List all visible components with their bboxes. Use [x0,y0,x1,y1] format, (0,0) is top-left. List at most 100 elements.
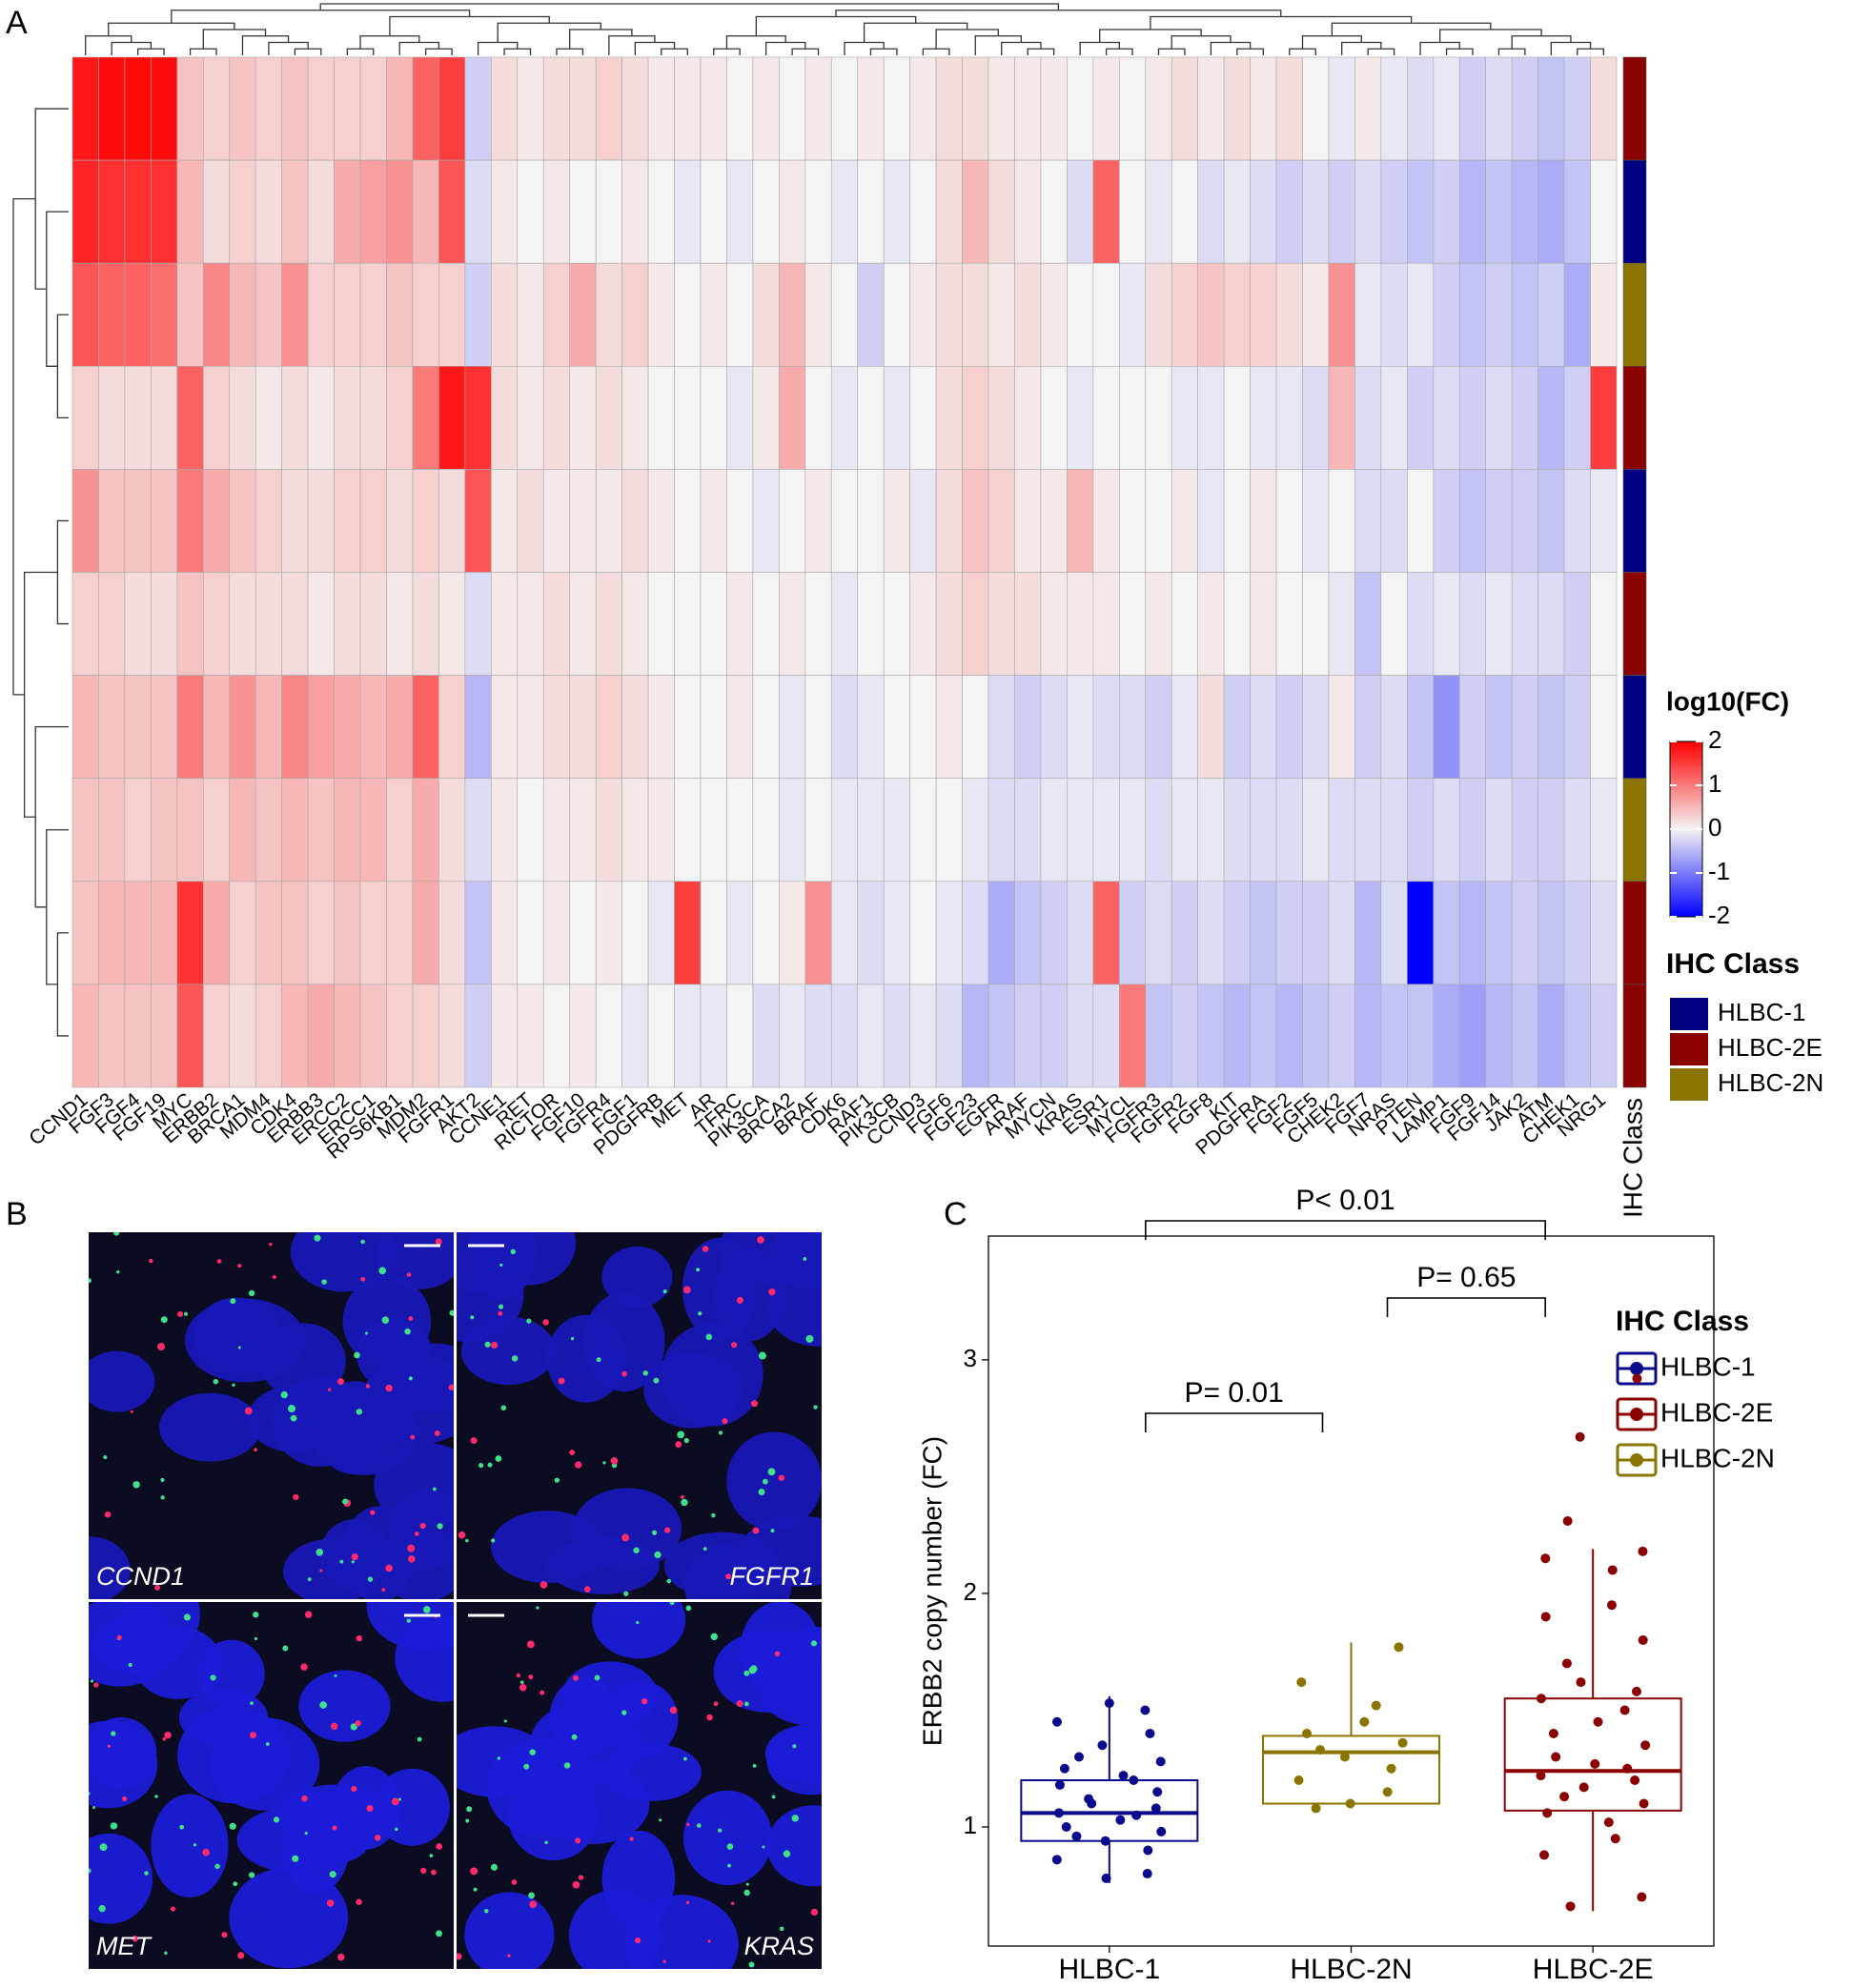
signal [356,1898,362,1906]
class-cell [1622,159,1647,264]
dendrogram [835,10,1059,17]
point [1638,1634,1648,1645]
heatmap-cell [1275,262,1303,367]
dendrogram [1236,48,1251,55]
heatmap-cell [752,159,780,264]
signal [406,1272,412,1277]
heatmap-cell [1040,262,1068,367]
heatmap-cell [1092,56,1120,161]
heatmap-cell [71,675,99,779]
signal [498,1310,503,1316]
signal [449,1309,454,1316]
heatmap-cell [229,56,256,161]
signal [327,1388,332,1391]
nucleus [602,1743,702,1801]
heatmap-cell [176,469,204,573]
heatmap-cell [464,778,492,882]
point [1054,1779,1065,1790]
signal [725,1573,732,1580]
heatmap-cell [1223,56,1251,161]
signal [745,1882,749,1886]
heatmap-cell [779,984,806,1088]
heatmap-cell [1563,262,1591,367]
heatmap-cell [202,56,231,161]
heatmap-cell [255,572,282,676]
point [1115,1815,1126,1825]
dendrogram [726,48,741,55]
heatmap-cell [255,56,282,161]
signal [500,1405,507,1411]
class-label: IHC Class [1618,1098,1647,1218]
signal [682,1756,687,1761]
dendrogram [756,35,786,43]
heatmap-cell [752,778,780,882]
heatmap-cell [386,572,414,676]
nucleus [89,1350,155,1412]
dendrogram [497,22,550,43]
signal [778,1474,785,1481]
heatmap-cell [1223,881,1251,985]
signal [319,1701,327,1709]
heatmap-cell [1380,984,1408,1088]
heatmap-cell [1433,778,1460,882]
signal [636,1620,640,1625]
signal [743,1889,750,1897]
signal [144,1871,149,1876]
heatmap-cell [1197,159,1225,264]
signal [498,1304,504,1309]
heatmap-cell [71,56,99,161]
dendrogram [108,22,172,36]
heatmap-cell [883,56,910,161]
point [1156,1826,1167,1836]
dendrogram [791,48,805,55]
heatmap-cell [726,572,754,676]
heatmap-cell [1145,778,1172,882]
class-cell [1622,984,1647,1088]
heatmap-cell [202,675,231,779]
heatmap-cell [988,675,1015,779]
heatmap-cell [1537,469,1565,573]
signal [791,1815,799,1822]
heatmap-cell [1145,159,1172,264]
heatmap-cell [1563,56,1591,161]
legend-key [1670,1068,1708,1101]
signal [783,1850,791,1857]
point [1540,1553,1551,1564]
heatmap-cell [98,159,126,264]
signal [583,1586,591,1593]
heatmap-cell [359,262,387,367]
nucleus [683,1542,792,1599]
heatmap-cell [752,56,780,161]
heatmap-cell [726,675,754,779]
signal [736,1296,743,1304]
heatmap-cell [281,881,309,985]
class-cell [1622,778,1647,882]
heatmap-cell [1197,881,1225,985]
signal [248,1289,255,1297]
heatmap-cell [1040,881,1068,985]
dendrogram [320,10,471,17]
signal [210,1674,216,1681]
signal [410,1434,416,1440]
panel-label: C [944,1196,967,1232]
panel-label: B [6,1196,28,1232]
heatmap-cell [857,262,885,367]
heatmap-cell [71,881,99,985]
heatmap-cell [1511,56,1538,161]
nucleus [259,1323,346,1399]
signal [621,1710,627,1715]
dendrogram [608,35,632,55]
heatmap-cell [71,159,99,264]
heatmap-cell [281,262,309,367]
heatmap-cell [281,984,309,1088]
signal [731,1901,735,1905]
signal [448,1384,454,1390]
dendrogram [23,571,58,695]
heatmap-cell [1458,262,1487,367]
signal [602,1461,606,1465]
heatmap-cell [1328,778,1355,882]
heatmap-cell [1485,159,1513,264]
dendrogram [863,22,916,43]
signal [594,1674,601,1681]
signal [571,1734,578,1740]
